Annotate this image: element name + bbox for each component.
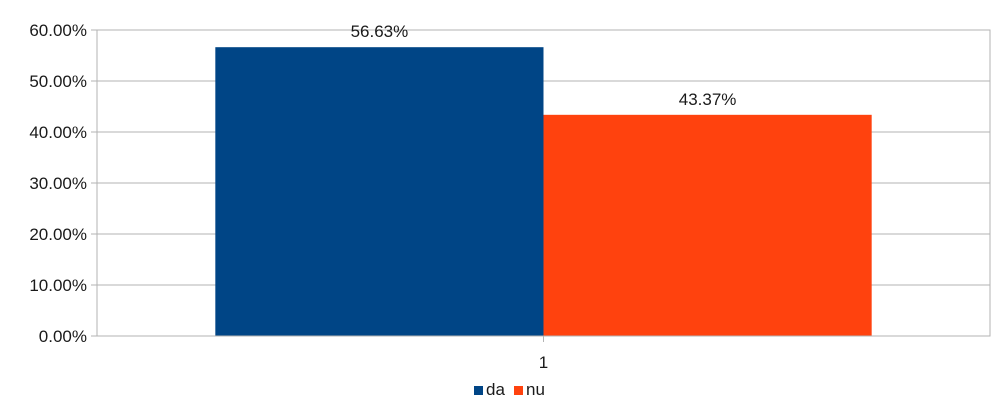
- y-tick-label: 30.00%: [29, 174, 87, 193]
- legend: da nu: [474, 380, 545, 399]
- bars: [215, 47, 871, 336]
- data-label-da: 56.63%: [351, 22, 409, 41]
- y-tick-label: 10.00%: [29, 276, 87, 295]
- legend-label-nu: nu: [526, 380, 545, 399]
- bar-da: [215, 47, 543, 336]
- y-tick-label: 40.00%: [29, 123, 87, 142]
- legend-swatch-da: [474, 386, 483, 395]
- bar-nu: [544, 115, 872, 336]
- y-tick-label: 60.00%: [29, 21, 87, 40]
- y-tick-label: 50.00%: [29, 72, 87, 91]
- legend-swatch-nu: [514, 386, 523, 395]
- legend-label-da: da: [486, 380, 505, 399]
- x-tick-label: 1: [539, 353, 548, 372]
- y-tick-label: 0.00%: [39, 327, 87, 346]
- y-tick-label: 20.00%: [29, 225, 87, 244]
- data-label-nu: 43.37%: [679, 90, 737, 109]
